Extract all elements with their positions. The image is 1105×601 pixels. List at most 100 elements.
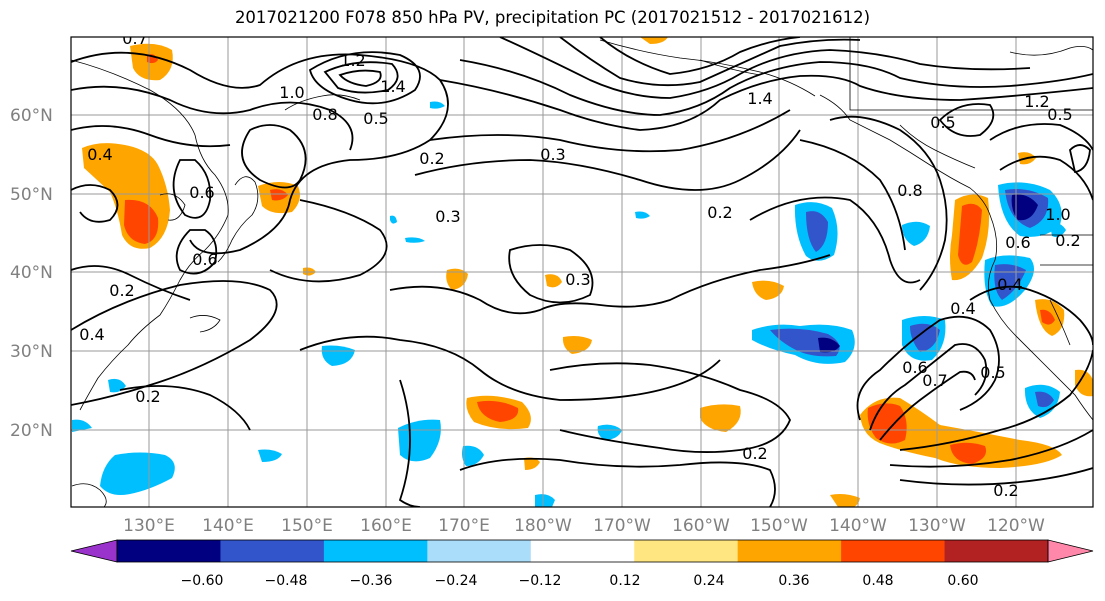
colorbar-tick-label: 0.60 [947,573,978,589]
precip-patch-negative [1035,391,1054,408]
pv-contours [71,37,1093,507]
colorbar-extend-low [70,539,118,563]
contour-label: 0.6 [902,358,927,377]
lon-label: 170°W [593,516,651,536]
precip-patch-negative [390,215,397,224]
lat-label: 30°N [10,342,53,362]
precip-patch-negative [535,494,555,507]
contour-label: 0.4 [79,325,104,344]
precip-patch-negative [1050,223,1066,238]
map-frame [70,36,1094,508]
contour-label: 0.2 [742,444,767,463]
colorbar-segment [944,540,1049,562]
lon-label: 150°E [281,516,333,536]
precip-patch-negative [462,445,484,466]
contour-label: 0.5 [930,113,955,132]
colorbar-segment [323,540,428,562]
contour-label: 0.7 [922,371,947,390]
contour-label: 0.2 [1055,231,1080,250]
contour-label: 1.2 [340,51,365,70]
precip-patch-negative [1011,194,1038,221]
latitude-labels: 60°N 50°N 40°N 30°N 20°N [10,106,53,441]
colorbar-segment [427,540,532,562]
precip-patch-positive [270,189,288,201]
contour-label: 0.7 [122,29,147,48]
precip-patch-negative [806,211,828,252]
lat-label: 20°N [10,421,53,441]
colorbar-segment [634,540,739,562]
colorbar-tick-label: −0.24 [435,573,478,589]
contour-label: 1.0 [279,83,304,102]
precip-patch-negative [430,101,445,109]
precip-patch-negative [994,264,1026,300]
contour-label: 0.2 [419,149,444,168]
lon-label: 140°E [202,516,254,536]
contour-label: 0.2 [993,481,1018,500]
contour-label: 0.4 [997,275,1022,294]
precip-patch-positive [860,397,1062,468]
colorbar-segment [841,540,946,562]
lon-label: 160°E [360,516,412,536]
contour-label: 0.2 [707,203,732,222]
precip-patch-positive [830,494,860,507]
contour-label: 0.6 [189,183,214,202]
colorbar-frame [116,539,1049,563]
precip-patch-positive [446,268,468,290]
contour-label: 0.3 [565,270,590,289]
precip-patch-positive [124,199,159,244]
precip-patch-positive [562,336,592,354]
colorbar-extend-high [1047,539,1094,563]
contour-label: 0.2 [135,387,160,406]
lon-label: 180°W [514,516,572,536]
colorbar-segment [530,540,635,562]
precip-patch-positive [477,400,519,422]
precip-patch-negative [258,449,282,462]
precip-patch-negative [902,221,930,246]
contour-labels: 0.7 1.2 1.0 1.4 0.8 0.5 0.2 0.3 0.4 0.6 … [79,29,1080,500]
precip-patch-positive [524,457,540,470]
precip-patch-positive [545,274,562,288]
colorbar-tick-label: −0.60 [181,573,224,589]
colorbar [70,539,1094,563]
colorbar-tick-label: 0.12 [609,573,640,589]
precip-patch-negative [72,419,92,432]
contour-label: 0.5 [1047,105,1072,124]
lon-label: 120°W [987,516,1045,536]
lon-label: 170°E [438,516,490,536]
precip-patch-positive [950,442,987,464]
colorbar-tick-label: 0.48 [862,573,893,589]
precip-patch-negative [100,452,175,495]
lat-label: 60°N [10,106,53,126]
contour-label: 0.8 [897,181,922,200]
colorbar-segment [737,540,842,562]
precip-patch-negative [910,323,940,352]
lon-label: 160°W [672,516,730,536]
contour-label: 1.4 [747,89,772,108]
contour-label: 0.5 [980,363,1005,382]
lat-label: 50°N [10,185,53,205]
contour-label: 0.6 [1005,233,1030,252]
contour-label: 1.0 [1045,205,1070,224]
contour-label: 0.4 [87,145,112,164]
contour-label: 0.6 [192,250,217,269]
precip-patch-positive [752,280,784,300]
precip-patch-positive [1075,369,1093,397]
lon-label: 140°W [829,516,887,536]
colorbar-tick-labels: −0.60 −0.48 −0.36 −0.24 −0.12 0.12 0.24 … [181,573,979,589]
precip-patch-positive [958,203,982,265]
precip-patch-negative [818,337,840,353]
colorbar-tick-label: −0.12 [519,573,562,589]
lat-label: 40°N [10,263,53,283]
contour-label: 0.5 [363,109,388,128]
colorbar-tick-label: −0.36 [350,573,393,589]
contour-label: 0.3 [435,207,460,226]
contour-label: 0.8 [312,105,337,124]
precip-patch-negative [635,211,650,219]
precip-patch-negative [405,237,425,243]
contour-label: 1.2 [1024,92,1049,111]
graticule [71,37,1093,507]
map-title: 2017021200 F078 850 hPa PV, precipitatio… [234,8,871,27]
precip-patch-positive [700,404,741,432]
contour-label: 1.4 [380,77,405,96]
